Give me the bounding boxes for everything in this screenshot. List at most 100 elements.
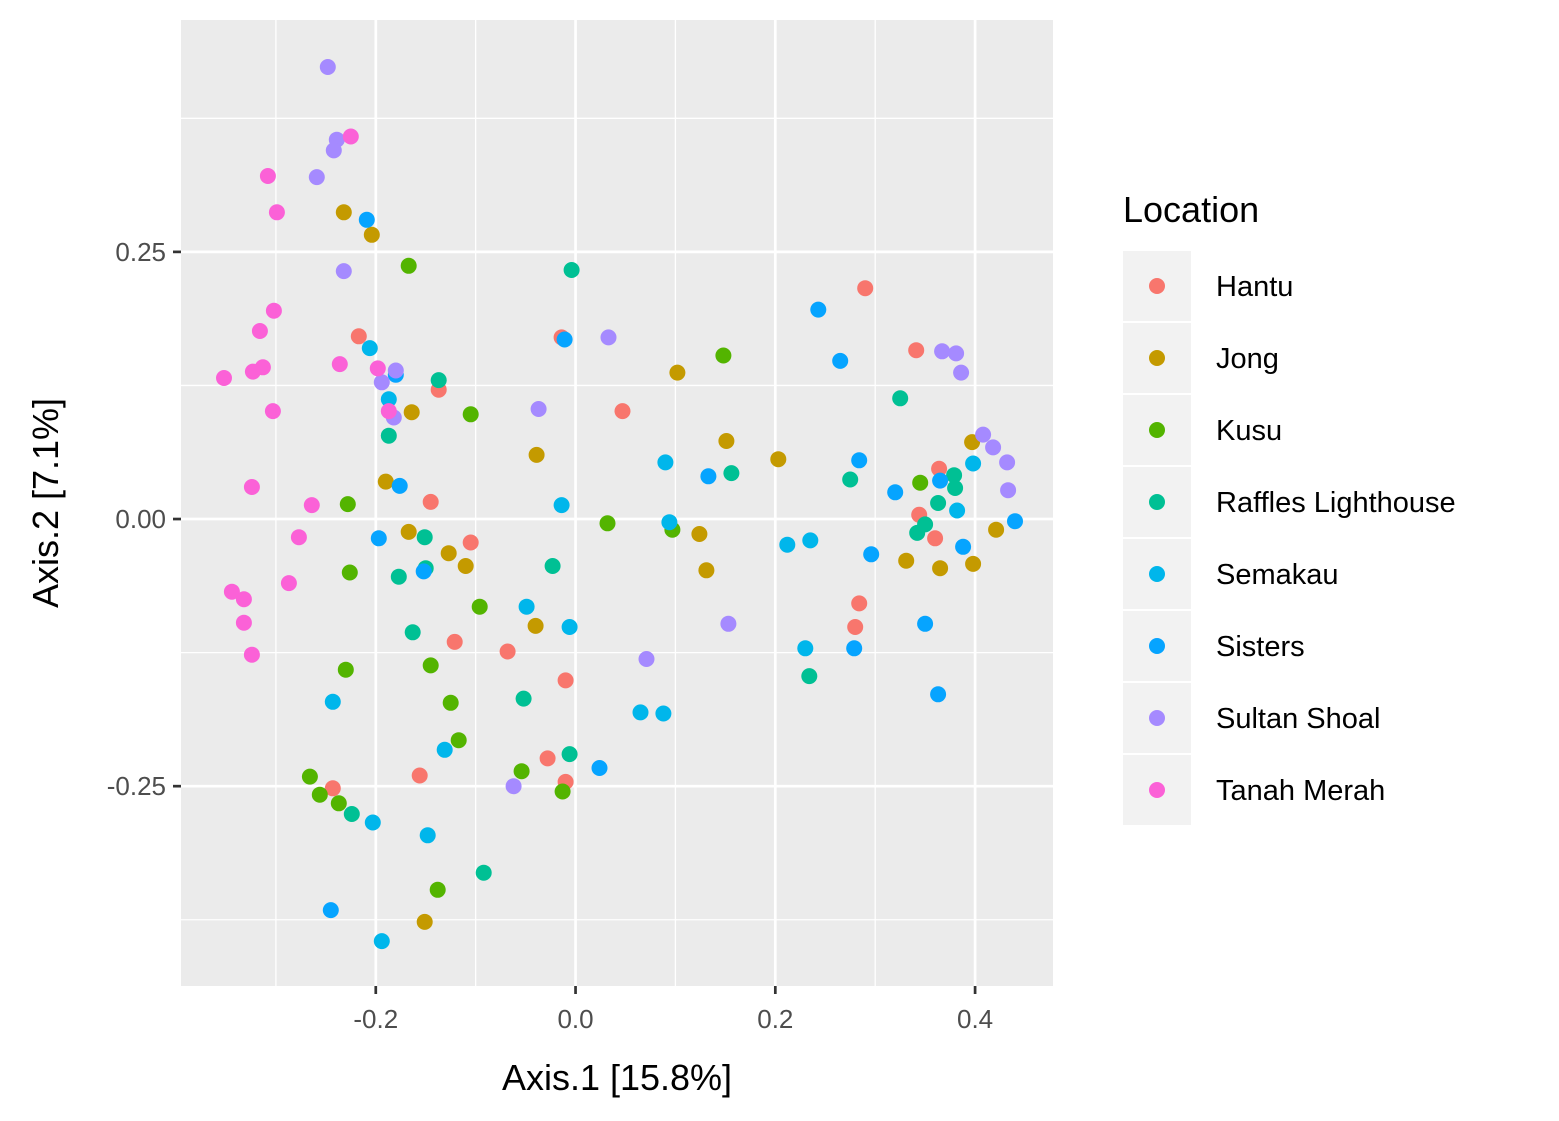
point-sisters — [917, 615, 934, 632]
legend: Location Hantu Jong Kusu Raffles Lighthouse… — [1123, 189, 1456, 825]
legend-item-jong: Jong — [1123, 323, 1279, 393]
point-kusu — [330, 795, 347, 812]
point-sisters — [932, 472, 949, 489]
point-sultan-shoal — [319, 59, 336, 75]
point-hantu — [324, 780, 341, 797]
plot-panel — [181, 20, 1053, 986]
point-semakau — [661, 514, 678, 531]
data-points — [216, 59, 1023, 950]
point-raffles-lighthouse — [343, 806, 360, 822]
legend-item-raffles-lighthouse: Raffles Lighthouse — [1123, 467, 1456, 537]
point-jong — [898, 552, 915, 569]
point-semakau — [632, 704, 649, 721]
point-tanah-merah — [243, 646, 260, 663]
legend-item-semakau: Semakau — [1123, 539, 1339, 609]
point-sisters — [322, 902, 339, 919]
point-tanah-merah — [342, 128, 359, 145]
y-axis-title: Axis.2 [7.1%] — [25, 398, 66, 608]
point-kusu — [912, 474, 929, 491]
legend-key-hantu — [1149, 278, 1165, 294]
point-hantu — [857, 280, 874, 297]
legend-item-hantu: Hantu — [1123, 251, 1293, 321]
point-kusu — [339, 496, 356, 513]
point-sultan-shoal — [373, 374, 390, 391]
y-tick-label: 0.00 — [115, 504, 166, 534]
point-jong — [400, 523, 417, 540]
point-kusu — [337, 661, 354, 678]
point-raffles-lighthouse — [563, 262, 580, 278]
point-kusu — [311, 786, 328, 803]
point-sultan-shoal — [999, 454, 1016, 471]
point-raffles-lighthouse — [404, 624, 421, 641]
point-sisters — [846, 640, 863, 657]
point-hantu — [462, 534, 479, 551]
x-axis-title: Axis.1 [15.8%] — [502, 1057, 732, 1098]
point-hantu — [908, 342, 925, 359]
legend-key-semakau — [1149, 566, 1165, 582]
point-hantu — [931, 460, 948, 477]
point-jong — [770, 451, 787, 468]
point-raffles-lighthouse — [801, 668, 818, 685]
y-tick-label: -0.25 — [107, 771, 166, 801]
point-semakau — [553, 497, 570, 514]
point-raffles-lighthouse — [475, 864, 492, 881]
legend-label-hantu: Hantu — [1216, 271, 1293, 303]
point-tanah-merah — [290, 529, 307, 546]
point-jong — [363, 226, 380, 243]
point-sisters — [851, 452, 868, 469]
point-raffles-lighthouse — [416, 529, 433, 546]
point-raffles-lighthouse — [947, 480, 964, 496]
point-hantu — [422, 493, 439, 510]
point-sultan-shoal — [975, 426, 992, 443]
legend-label-kusu: Kusu — [1216, 415, 1282, 447]
major-gridlines — [181, 20, 1053, 986]
legend-key-sisters — [1149, 638, 1165, 654]
point-jong — [416, 913, 433, 930]
point-hantu — [851, 595, 868, 612]
point-jong — [698, 562, 715, 579]
point-semakau — [797, 640, 814, 657]
point-hantu — [446, 633, 463, 650]
point-jong — [440, 545, 457, 562]
point-raffles-lighthouse — [515, 690, 532, 707]
point-jong — [718, 433, 735, 449]
point-tanah-merah — [251, 323, 268, 339]
point-hantu — [847, 619, 864, 635]
x-tick-label: 0.4 — [957, 1004, 993, 1034]
point-sisters — [358, 211, 375, 228]
point-jong — [669, 364, 686, 381]
point-kusu — [422, 657, 439, 674]
point-jong — [528, 446, 545, 463]
legend-label-sisters: Sisters — [1216, 631, 1305, 663]
point-sultan-shoal — [934, 343, 951, 360]
point-raffles-lighthouse — [430, 372, 447, 389]
point-hantu — [499, 643, 516, 660]
point-sisters — [887, 484, 904, 501]
point-raffles-lighthouse — [892, 390, 909, 407]
point-kusu — [301, 768, 318, 785]
legend-title: Location — [1123, 189, 1259, 230]
point-hantu — [411, 767, 428, 784]
x-axis: -0.2 0.0 0.2 0.4 — [353, 986, 993, 1034]
point-sisters — [591, 760, 608, 776]
point-sultan-shoal — [530, 401, 547, 417]
point-sisters — [930, 686, 947, 703]
legend-item-kusu: Kusu — [1123, 395, 1282, 465]
x-tick-label: 0.0 — [557, 1004, 593, 1034]
point-raffles-lighthouse — [917, 516, 934, 533]
point-tanah-merah — [264, 403, 281, 420]
point-raffles-lighthouse — [380, 427, 397, 444]
point-hantu — [614, 403, 631, 420]
point-sisters — [370, 530, 387, 547]
point-tanah-merah — [331, 356, 348, 373]
point-semakau — [518, 598, 535, 615]
point-semakau — [419, 827, 436, 844]
point-kusu — [715, 347, 732, 364]
point-tanah-merah — [235, 614, 252, 631]
y-axis: -0.25 0.00 0.25 — [107, 237, 181, 801]
point-semakau — [657, 454, 674, 471]
legend-key-raffles-lighthouse — [1149, 494, 1165, 510]
point-raffles-lighthouse — [544, 558, 561, 574]
point-tanah-merah — [223, 583, 240, 600]
point-hantu — [557, 672, 574, 689]
